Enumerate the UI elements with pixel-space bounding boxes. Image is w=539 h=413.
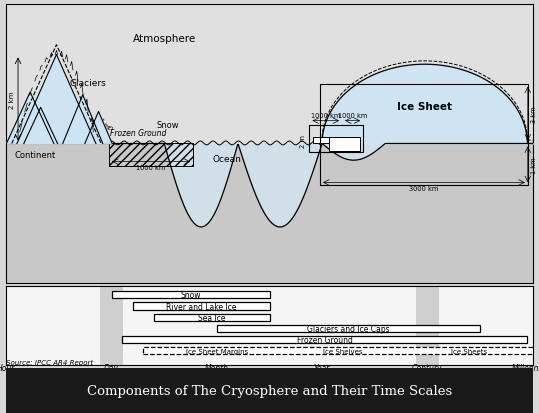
Bar [100, 282, 123, 366]
Text: Sea Ice: Sea Ice [198, 313, 225, 322]
Text: 3 km: 3 km [531, 106, 537, 123]
Bar [154, 314, 270, 321]
Bar [320, 85, 528, 186]
Text: Ice Sheet Margins: Ice Sheet Margins [186, 348, 248, 354]
Text: Continent: Continent [15, 150, 56, 159]
Text: Ice Sheet: Ice Sheet [397, 102, 452, 112]
Text: Glaciers and Ice Caps: Glaciers and Ice Caps [307, 324, 390, 333]
Text: Century: Century [412, 363, 443, 372]
Bar [143, 347, 539, 355]
Text: Frozen Ground: Frozen Ground [110, 128, 166, 138]
Text: 1000 km: 1000 km [311, 113, 341, 119]
Text: Ice Shelf: Ice Shelf [334, 143, 361, 148]
Text: 2 m: 2 m [300, 135, 306, 147]
Text: 1 m: 1 m [98, 117, 109, 130]
Polygon shape [63, 95, 103, 144]
Text: Source: IPCC AR4 Report: Source: IPCC AR4 Report [6, 359, 94, 365]
Text: Snow: Snow [339, 138, 356, 143]
Text: Millennium: Millennium [512, 363, 539, 372]
Polygon shape [24, 108, 58, 144]
Bar [122, 336, 527, 344]
Text: Snow: Snow [156, 121, 179, 130]
Bar [133, 303, 270, 310]
Polygon shape [17, 55, 96, 144]
Bar [217, 325, 480, 332]
Text: Snow: Snow [181, 291, 201, 300]
Text: River and Lake Ice: River and Lake Ice [166, 302, 237, 311]
Text: Year: Year [314, 363, 330, 372]
Text: Ice Shelves: Ice Shelves [323, 348, 363, 354]
Text: 1 km: 1 km [531, 157, 537, 173]
Text: E₁: E₁ [107, 126, 114, 131]
Text: Ice Sheets: Ice Sheets [451, 348, 487, 354]
Text: Ocean: Ocean [213, 155, 242, 164]
Polygon shape [6, 93, 54, 144]
Bar [112, 292, 270, 299]
Bar [416, 282, 439, 366]
Text: 1000 km: 1000 km [338, 113, 367, 119]
Text: Glaciers: Glaciers [70, 78, 106, 88]
Text: Hour: Hour [0, 363, 16, 372]
Bar [309, 125, 363, 153]
Bar [313, 138, 345, 144]
Text: Day: Day [104, 363, 119, 372]
Text: 3000 km: 3000 km [409, 186, 438, 192]
Text: Components of The Cryosphere and Their Time Scales: Components of The Cryosphere and Their T… [87, 384, 452, 397]
Text: Frozen Ground: Frozen Ground [297, 335, 353, 344]
Text: 2 km: 2 km [9, 91, 15, 109]
Text: Atmosphere: Atmosphere [133, 34, 196, 44]
Bar [329, 138, 360, 152]
Text: 1000 km: 1000 km [136, 164, 166, 170]
Polygon shape [85, 112, 112, 144]
Text: Month: Month [205, 363, 229, 372]
Text: Sea Ice: Sea Ice [315, 138, 340, 144]
